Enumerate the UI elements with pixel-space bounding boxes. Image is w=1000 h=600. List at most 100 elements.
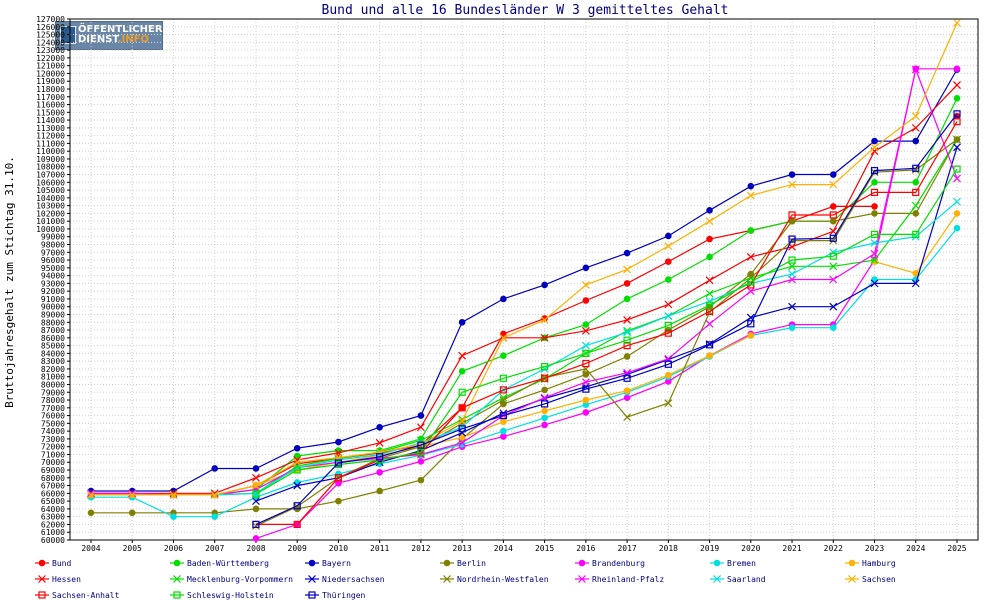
data-point — [541, 386, 548, 394]
legend-item: Mecklenburg-Vorpommern — [170, 575, 293, 584]
data-point — [169, 490, 178, 499]
y-tick-label: 76000 — [41, 412, 65, 421]
data-point — [706, 206, 713, 214]
x-tick-label: 2016 — [576, 544, 595, 553]
y-tick-label: 119000 — [36, 77, 65, 86]
data-point — [252, 535, 260, 542]
data-point — [953, 81, 961, 90]
data-point — [664, 321, 672, 329]
data-point — [582, 321, 590, 328]
legend-item: Hessen — [35, 575, 81, 584]
data-point — [953, 197, 961, 206]
y-tick-label: 127000 — [36, 15, 65, 24]
data-point — [211, 513, 219, 520]
data-point — [252, 473, 260, 482]
y-tick-label: 86000 — [41, 334, 65, 343]
y-tick-label: 126000 — [36, 23, 65, 32]
data-point — [747, 320, 755, 328]
data-point — [87, 489, 95, 498]
data-point — [417, 476, 425, 484]
data-point — [128, 489, 137, 498]
data-point — [829, 217, 837, 225]
data-point — [664, 329, 672, 337]
data-point — [581, 341, 590, 350]
data-point — [788, 235, 796, 243]
x-tick-label: 2017 — [617, 544, 636, 553]
data-point — [788, 256, 796, 264]
data-point — [664, 360, 672, 368]
y-tick-label: 115000 — [36, 108, 65, 117]
data-point — [664, 399, 673, 408]
legend-marker — [713, 575, 721, 583]
data-point — [705, 276, 714, 285]
data-point — [705, 301, 714, 309]
data-point — [746, 253, 755, 261]
data-point — [458, 417, 467, 425]
y-tick-label: 89000 — [41, 310, 65, 319]
data-point — [829, 203, 837, 210]
series-line — [91, 116, 957, 495]
y-tick-label: 77000 — [41, 404, 65, 413]
data-point — [170, 513, 177, 520]
data-point — [210, 489, 219, 498]
data-point — [747, 227, 755, 234]
data-point — [788, 302, 796, 311]
y-tick-label: 85000 — [41, 342, 65, 351]
logo-line2-accent: .INFO — [117, 34, 149, 45]
x-tick-label: 2010 — [329, 544, 348, 553]
y-tick-label: 74000 — [41, 427, 65, 436]
y-tick-label: 96000 — [41, 256, 65, 265]
series-sachsen — [87, 18, 961, 499]
series-line — [255, 147, 958, 502]
series-line — [256, 121, 958, 525]
data-point — [252, 505, 260, 513]
data-point — [912, 210, 920, 217]
y-tick-label: 79000 — [41, 388, 65, 397]
data-point — [128, 490, 137, 499]
legend-item: Berlin — [440, 559, 486, 568]
y-tick-label: 97000 — [41, 248, 65, 257]
data-point — [870, 167, 879, 175]
y-tick-label: 80000 — [41, 380, 65, 389]
legend-marker — [173, 575, 181, 583]
legend-item: Sachsen-Anhalt — [35, 591, 120, 600]
data-point — [664, 242, 673, 250]
data-point — [582, 396, 590, 404]
y-tick-label: 60000 — [41, 536, 65, 545]
series-line — [91, 98, 958, 496]
data-point — [623, 295, 631, 303]
data-point — [706, 235, 713, 243]
series-line — [91, 227, 958, 518]
y-tick-label: 75000 — [41, 419, 65, 428]
legend-label: Bund — [52, 559, 71, 568]
legend-label: Hessen — [52, 575, 81, 584]
data-point — [252, 497, 260, 506]
legend-label: Berlin — [457, 559, 486, 568]
y-tick-label: 91000 — [41, 295, 65, 304]
data-point — [252, 465, 260, 472]
data-point — [417, 448, 425, 456]
x-tick-label: 2015 — [535, 544, 554, 553]
y-tick-label: 67000 — [41, 482, 65, 491]
y-tick-label: 83000 — [41, 357, 65, 366]
legend-label: Nordrhein-Westfalen — [457, 575, 549, 584]
x-tick-label: 2025 — [947, 544, 966, 553]
y-tick-label: 103000 — [36, 202, 65, 211]
data-point — [541, 414, 548, 422]
legend-marker — [848, 575, 856, 583]
data-point — [953, 118, 961, 126]
data-point — [499, 374, 507, 382]
data-point — [911, 165, 920, 174]
chart-title: Bund und alle 16 Bundesländer W 3 gemitt… — [322, 3, 729, 18]
series-saarland — [87, 197, 961, 499]
legend-marker — [38, 575, 46, 583]
data-point — [499, 396, 508, 404]
series-bund — [87, 112, 961, 499]
series-baden-württemberg — [87, 95, 961, 499]
x-tick-label: 2006 — [164, 544, 183, 553]
series-sachsen-anhalt — [252, 118, 961, 529]
legend-item: Rheinland-Pfalz — [575, 575, 664, 584]
grid — [70, 18, 978, 541]
data-point — [581, 378, 590, 387]
data-point — [665, 276, 672, 283]
